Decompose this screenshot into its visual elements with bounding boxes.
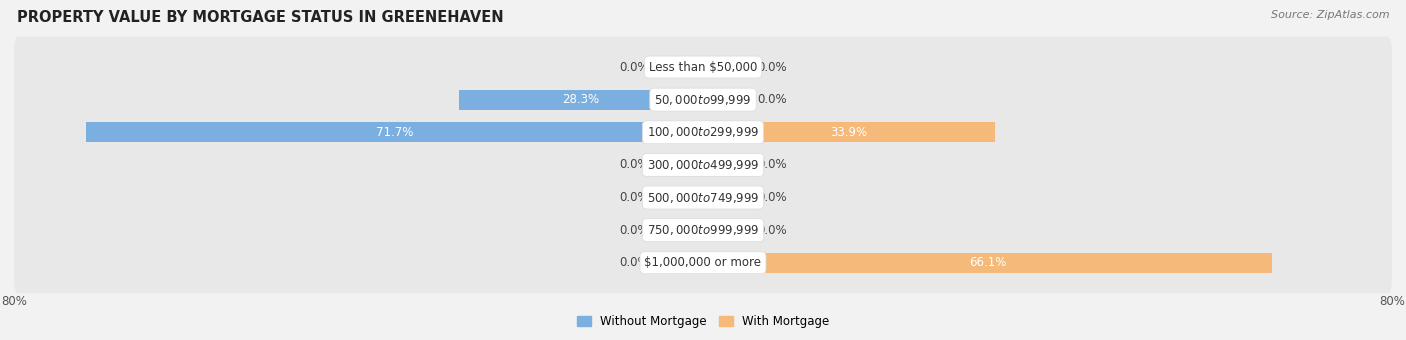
FancyBboxPatch shape	[14, 102, 1392, 163]
Bar	[655, 57, 703, 77]
Text: $1,000,000 or more: $1,000,000 or more	[644, 256, 762, 269]
Bar	[655, 253, 703, 273]
Bar	[655, 220, 703, 240]
Text: 66.1%: 66.1%	[969, 256, 1007, 269]
Text: $500,000 to $749,999: $500,000 to $749,999	[647, 190, 759, 205]
Bar	[703, 57, 751, 77]
FancyBboxPatch shape	[14, 37, 1392, 97]
Bar	[703, 253, 1272, 273]
Bar	[655, 155, 703, 175]
Bar	[703, 187, 751, 208]
FancyBboxPatch shape	[14, 69, 1392, 130]
Text: 0.0%: 0.0%	[619, 191, 648, 204]
Text: Less than $50,000: Less than $50,000	[648, 61, 758, 73]
FancyBboxPatch shape	[14, 233, 1392, 293]
Text: 0.0%: 0.0%	[619, 61, 648, 73]
Bar	[86, 122, 703, 142]
FancyBboxPatch shape	[14, 200, 1392, 260]
Text: 28.3%: 28.3%	[562, 93, 600, 106]
Text: 71.7%: 71.7%	[375, 126, 413, 139]
Text: 0.0%: 0.0%	[619, 158, 648, 171]
Text: 0.0%: 0.0%	[619, 256, 648, 269]
Text: 0.0%: 0.0%	[619, 224, 648, 237]
Text: 0.0%: 0.0%	[758, 158, 787, 171]
Text: $50,000 to $99,999: $50,000 to $99,999	[654, 93, 752, 107]
FancyBboxPatch shape	[14, 135, 1392, 195]
Legend: Without Mortgage, With Mortgage: Without Mortgage, With Mortgage	[572, 310, 834, 333]
Text: $300,000 to $499,999: $300,000 to $499,999	[647, 158, 759, 172]
Bar	[655, 187, 703, 208]
Text: $750,000 to $999,999: $750,000 to $999,999	[647, 223, 759, 237]
FancyBboxPatch shape	[14, 167, 1392, 228]
Text: 0.0%: 0.0%	[758, 224, 787, 237]
Bar	[703, 122, 995, 142]
Text: 0.0%: 0.0%	[758, 191, 787, 204]
Text: Source: ZipAtlas.com: Source: ZipAtlas.com	[1271, 10, 1389, 20]
Text: 0.0%: 0.0%	[758, 61, 787, 73]
Text: $100,000 to $299,999: $100,000 to $299,999	[647, 125, 759, 139]
Bar	[703, 155, 751, 175]
Text: 0.0%: 0.0%	[758, 93, 787, 106]
Bar	[703, 89, 751, 110]
Text: 33.9%: 33.9%	[831, 126, 868, 139]
Bar	[703, 220, 751, 240]
Text: PROPERTY VALUE BY MORTGAGE STATUS IN GREENEHAVEN: PROPERTY VALUE BY MORTGAGE STATUS IN GRE…	[17, 10, 503, 25]
Bar	[460, 89, 703, 110]
